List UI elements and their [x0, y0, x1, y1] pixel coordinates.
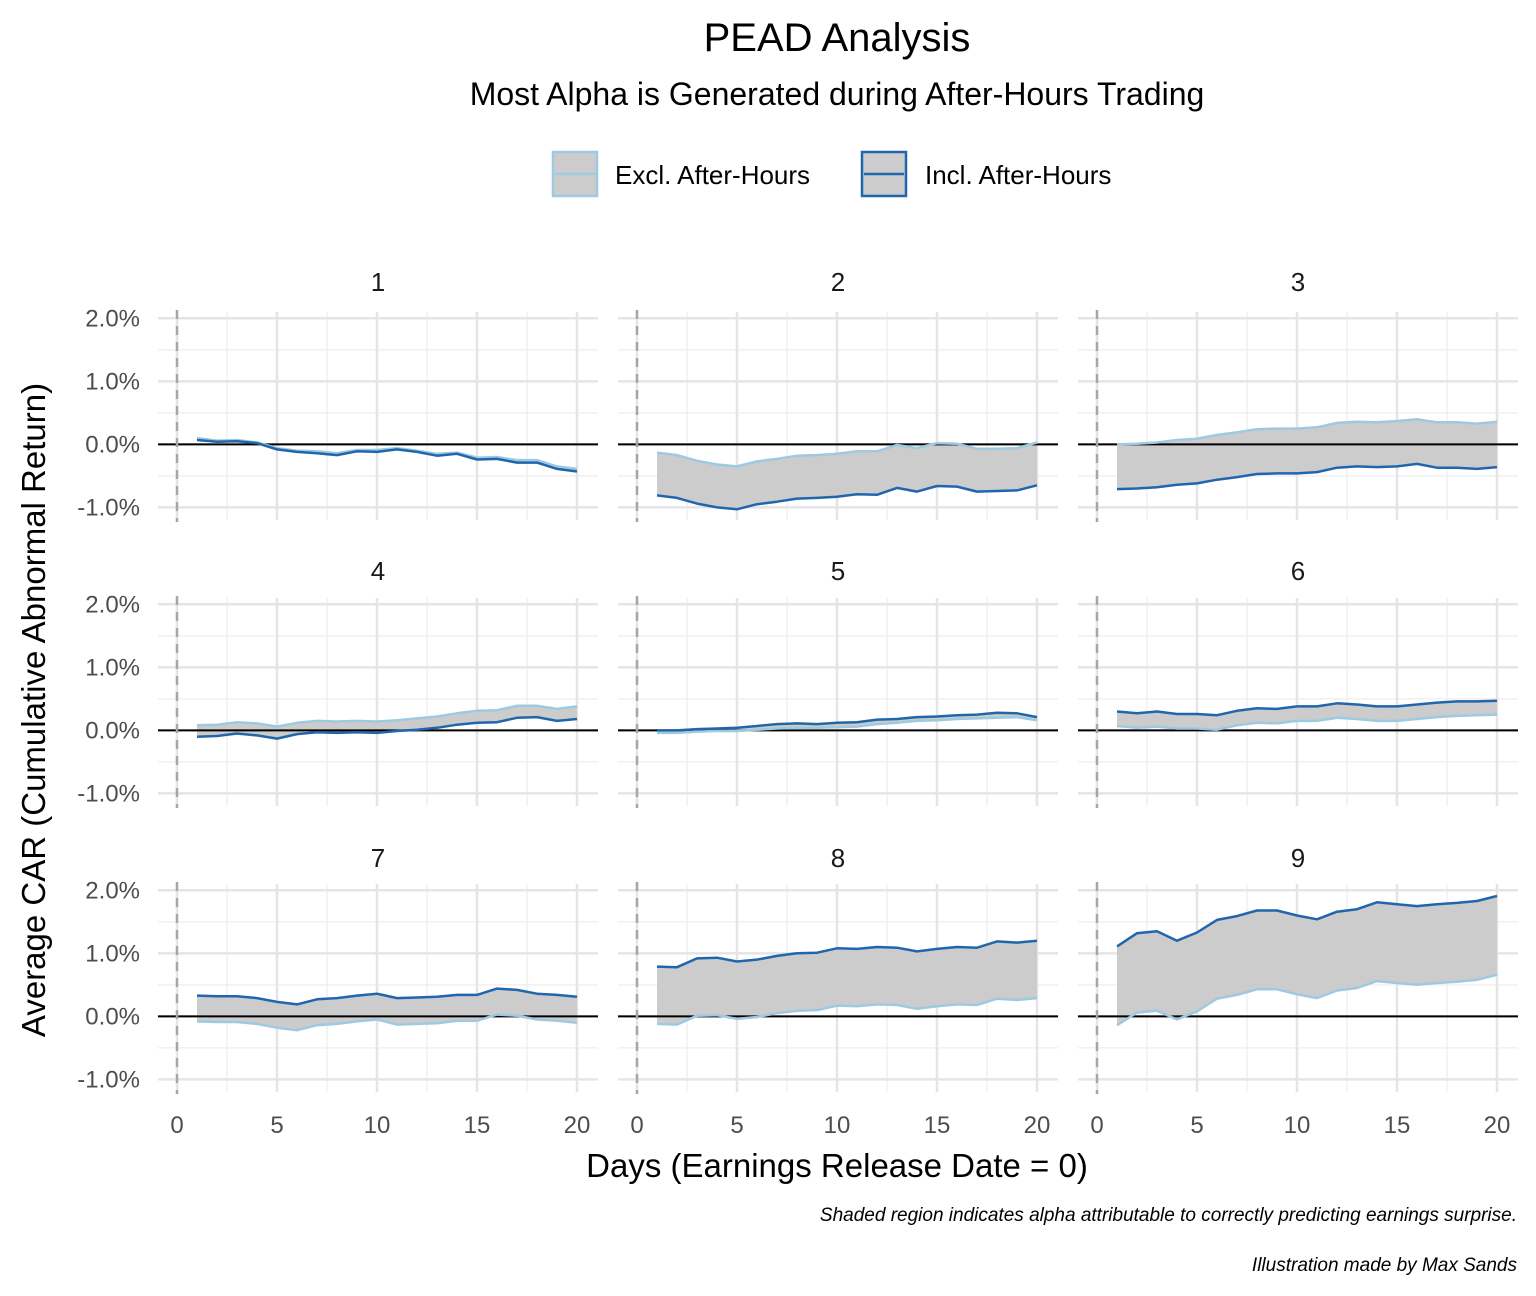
incl-line-8 [656, 939, 1038, 969]
facet-label: 2 [831, 267, 845, 297]
legend-entry-excl: Excl. After-Hours [551, 150, 810, 198]
x-tick-label: 10 [364, 1112, 391, 1139]
y-tick-label: -1.0% [77, 1066, 140, 1093]
x-tick-label: 20 [564, 1112, 591, 1139]
y-tick-label: 0.0% [85, 431, 140, 458]
y-tick-label: 1.0% [85, 368, 140, 395]
alpha-ribbon-8 [657, 940, 1037, 1025]
x-tick-label: 20 [1024, 1112, 1051, 1139]
x-tick-label: 5 [270, 1112, 283, 1139]
alpha-ribbon-3 [1117, 419, 1497, 490]
facet-label: 9 [1291, 843, 1305, 873]
excl-line-9 [1116, 973, 1498, 1027]
y-tick-label: -1.0% [77, 494, 140, 521]
legend: Excl. After-Hours Incl. After-Hours [551, 150, 1111, 198]
y-tick-label: -1.0% [77, 780, 140, 807]
x-tick-label: 5 [1190, 1112, 1203, 1139]
y-axis-title: Average CAR (Cumulative Abnormal Return) [15, 383, 52, 1037]
facet-label: 5 [831, 556, 845, 586]
x-tick-label: 15 [1384, 1112, 1411, 1139]
x-tick-label: 10 [824, 1112, 851, 1139]
facet-panel-2: 2 [618, 267, 1058, 522]
excl-line-7 [196, 1013, 578, 1032]
excl-line-8 [656, 996, 1038, 1026]
credit: Illustration made by Max Sands [1252, 1255, 1518, 1276]
facet-label: 7 [371, 843, 385, 873]
facet-panel-8: 8 0 5 10 15 20 [618, 843, 1058, 1139]
chart-title: PEAD Analysis [704, 16, 971, 60]
chart-subtitle: Most Alpha is Generated during After-Hou… [470, 76, 1205, 112]
facet-label: 1 [371, 267, 385, 297]
alpha-ribbon-9 [1117, 896, 1497, 1026]
excl-line-3 [1116, 417, 1498, 446]
y-tick-label: 0.0% [85, 1003, 140, 1030]
excl-line-4 [196, 704, 578, 728]
alpha-ribbon-2 [657, 442, 1037, 510]
facet-panel-3: 3 [1078, 267, 1518, 522]
x-tick-label: 10 [1284, 1112, 1311, 1139]
x-tick-label: 5 [730, 1112, 743, 1139]
facet-panel-9: 9 0 5 10 15 20 [1078, 843, 1518, 1139]
excl-line-6 [1116, 713, 1498, 731]
facet-label: 6 [1291, 556, 1305, 586]
alpha-ribbon-6 [1117, 700, 1497, 730]
alpha-ribbon-7 [197, 988, 577, 1031]
incl-line-7 [196, 987, 578, 1006]
caption: Shaded region indicates alpha attributab… [820, 1205, 1517, 1226]
x-tick-label: 0 [170, 1112, 183, 1139]
x-tick-label: 0 [1090, 1112, 1103, 1139]
facet-panel-1: 1 -1.0% 0.0% 1.0% 2.0% [77, 267, 598, 522]
legend-entry-incl: Incl. After-Hours [860, 150, 1111, 198]
facet-panel-7: 7 -1.0% 0.0% 1.0% 2.0% 0 5 10 15 20 [77, 843, 598, 1139]
incl-line-1 [196, 438, 578, 473]
facet-label: 3 [1291, 267, 1305, 297]
y-tick-label: 0.0% [85, 717, 140, 744]
x-tick-label: 15 [924, 1112, 951, 1139]
incl-line-2 [656, 484, 1038, 511]
y-tick-label: 2.0% [85, 305, 140, 332]
x-tick-label: 15 [464, 1112, 491, 1139]
incl-line-6 [1116, 699, 1498, 717]
facet-label: 8 [831, 843, 845, 873]
excl-line-2 [656, 441, 1038, 468]
incl-line-9 [1116, 894, 1498, 948]
excl-line-5 [657, 715, 1038, 735]
y-tick-label: 2.0% [85, 591, 140, 618]
facet-panel-4: 4 -1.0% 0.0% 1.0% 2.0% [77, 556, 598, 808]
facet-panel-6: 6 [1078, 556, 1518, 808]
incl-line-4 [196, 715, 578, 740]
legend-label-incl: Incl. After-Hours [925, 160, 1111, 190]
y-tick-label: 1.0% [85, 940, 140, 967]
facet-panels: 1 -1.0% 0.0% 1.0% 2.0% 2 3 4 -1.0% 0.0% 1.0% 2.0% 5 6… [77, 267, 1518, 1139]
legend-label-excl: Excl. After-Hours [615, 160, 810, 190]
incl-line-3 [1116, 462, 1498, 491]
facet-label: 4 [371, 556, 385, 586]
incl-line-5 [657, 711, 1038, 732]
y-tick-label: 2.0% [85, 877, 140, 904]
x-tick-label: 20 [1484, 1112, 1511, 1139]
x-tick-label: 0 [630, 1112, 643, 1139]
x-axis-title: Days (Earnings Release Date = 0) [586, 1147, 1088, 1184]
facet-panel-5: 5 [618, 556, 1058, 808]
y-tick-label: 1.0% [85, 654, 140, 681]
